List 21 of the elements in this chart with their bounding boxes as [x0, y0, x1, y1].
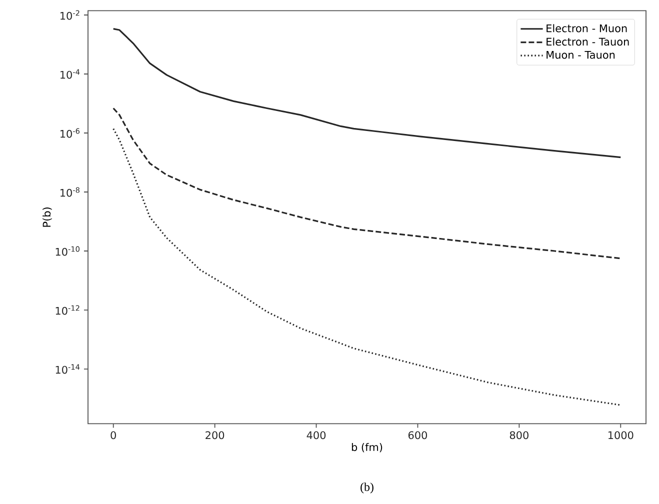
x-tick-label: 800 — [510, 431, 528, 440]
x-tick-label: 1000 — [608, 431, 634, 440]
y-tick-label: 10$^{-14}$ — [56, 364, 80, 374]
text: (b) — [360, 482, 374, 494]
x-tick-label: 200 — [206, 431, 224, 440]
y-tick-label: 10$^{-2}$ — [60, 10, 80, 20]
y-tick-label: 10$^{-4}$ — [60, 69, 80, 79]
line-series — [112, 107, 622, 260]
x-axis-title: b (fm) — [352, 442, 382, 452]
y-tick-label: 10$^{-10}$ — [56, 246, 80, 256]
x-tick-label: 400 — [306, 431, 326, 440]
y-tick-label: 10$^{-6}$ — [60, 128, 80, 138]
x-tick-label: 0 — [110, 431, 116, 440]
y-tick-label: 10$^{-12}$ — [56, 305, 80, 315]
y-axis-title: P(b) — [42, 208, 52, 227]
legend-label: Muon - Tauon — [546, 51, 615, 59]
y-tick-label: 10$^{-8}$ — [60, 187, 80, 197]
legend-label: Electron - Tauon — [546, 38, 629, 46]
x-tick-label: 600 — [408, 431, 428, 440]
legend-label: Electron - Muon — [546, 24, 627, 32]
line-series — [112, 128, 622, 406]
